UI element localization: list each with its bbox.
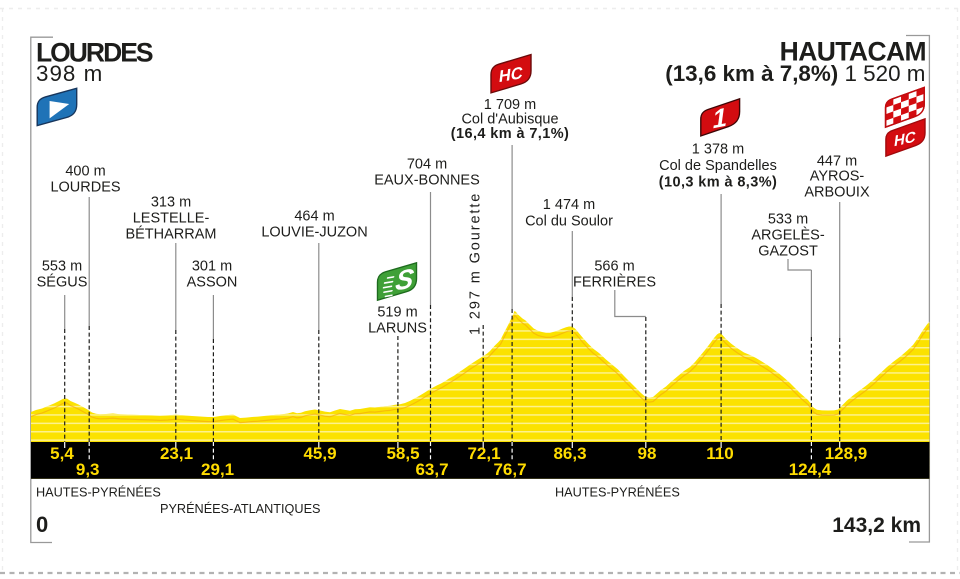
svg-text:398 m: 398 m — [36, 61, 103, 86]
svg-text:1 474 m: 1 474 m — [543, 197, 595, 213]
svg-text:58,5: 58,5 — [386, 444, 419, 463]
svg-text:143,2 km: 143,2 km — [832, 514, 921, 537]
svg-text:S: S — [394, 262, 416, 296]
svg-text:553 m: 553 m — [42, 259, 82, 275]
svg-text:HAUTES-PYRÉNÉES: HAUTES-PYRÉNÉES — [555, 485, 680, 500]
svg-text:9,3: 9,3 — [76, 460, 100, 479]
svg-text:124,4: 124,4 — [789, 460, 832, 479]
svg-text:1 297 m Gourette: 1 297 m Gourette — [468, 192, 484, 335]
svg-text:LOUVIE-JUZON: LOUVIE-JUZON — [261, 225, 367, 241]
svg-text:5,4: 5,4 — [50, 444, 74, 463]
svg-text:ARGELÈS-: ARGELÈS- — [751, 227, 824, 244]
svg-text:(16,4 km à 7,1%): (16,4 km à 7,1%) — [451, 126, 569, 142]
svg-text:LOURDES: LOURDES — [50, 180, 120, 196]
svg-text:0: 0 — [36, 512, 48, 537]
svg-text:1: 1 — [711, 101, 730, 134]
svg-text:98: 98 — [638, 444, 657, 463]
svg-text:HC: HC — [498, 63, 524, 86]
svg-text:Col de Spandelles: Col de Spandelles — [659, 158, 777, 174]
svg-text:1 378 m: 1 378 m — [692, 142, 744, 158]
svg-text:ARBOUIX: ARBOUIX — [804, 185, 870, 201]
svg-text:447 m: 447 m — [817, 154, 857, 170]
svg-text:PYRÉNÉES-ATLANTIQUES: PYRÉNÉES-ATLANTIQUES — [160, 501, 321, 516]
svg-text:72,1: 72,1 — [467, 444, 500, 463]
svg-text:400 m: 400 m — [65, 164, 105, 180]
svg-text:FERRIÈRES: FERRIÈRES — [573, 274, 656, 291]
svg-text:BÉTHARRAM: BÉTHARRAM — [125, 226, 216, 243]
svg-text:63,7: 63,7 — [415, 460, 448, 479]
svg-text:LESTELLE-: LESTELLE- — [133, 211, 210, 227]
svg-text:76,7: 76,7 — [493, 460, 526, 479]
svg-text:HAUTES-PYRÉNÉES: HAUTES-PYRÉNÉES — [36, 485, 161, 500]
svg-text:313 m: 313 m — [151, 195, 191, 211]
svg-text:Col d'Aubisque: Col d'Aubisque — [461, 112, 558, 128]
svg-text:566 m: 566 m — [594, 259, 634, 275]
svg-text:128,9: 128,9 — [825, 444, 868, 463]
svg-text:(10,3 km à 8,3%): (10,3 km à 8,3%) — [659, 175, 777, 191]
svg-text:SÉGUS: SÉGUS — [37, 274, 88, 291]
svg-text:86,3: 86,3 — [553, 444, 586, 463]
svg-text:EAUX-BONNES: EAUX-BONNES — [374, 173, 480, 189]
svg-text:110: 110 — [706, 444, 733, 463]
svg-text:(13,6 km à 7,8%) 1 520 m: (13,6 km à 7,8%) 1 520 m — [665, 61, 925, 86]
svg-text:301 m: 301 m — [192, 259, 232, 275]
svg-text:HAUTACAM: HAUTACAM — [780, 37, 926, 67]
svg-text:GAZOST: GAZOST — [758, 244, 818, 260]
svg-text:704 m: 704 m — [407, 157, 447, 173]
svg-text:AYROS-: AYROS- — [810, 169, 865, 185]
svg-text:LARUNS: LARUNS — [368, 321, 427, 337]
svg-text:29,1: 29,1 — [201, 460, 234, 479]
svg-text:Col du Soulor: Col du Soulor — [525, 214, 613, 230]
svg-text:519 m: 519 m — [377, 305, 417, 321]
svg-text:464 m: 464 m — [294, 209, 334, 225]
svg-text:533 m: 533 m — [768, 212, 808, 228]
svg-text:1 709 m: 1 709 m — [484, 97, 536, 113]
svg-text:HC: HC — [893, 129, 917, 151]
svg-text:23,1: 23,1 — [160, 444, 193, 463]
svg-text:LOURDES: LOURDES — [36, 38, 153, 68]
svg-text:45,9: 45,9 — [303, 444, 336, 463]
svg-text:ASSON: ASSON — [187, 275, 238, 291]
